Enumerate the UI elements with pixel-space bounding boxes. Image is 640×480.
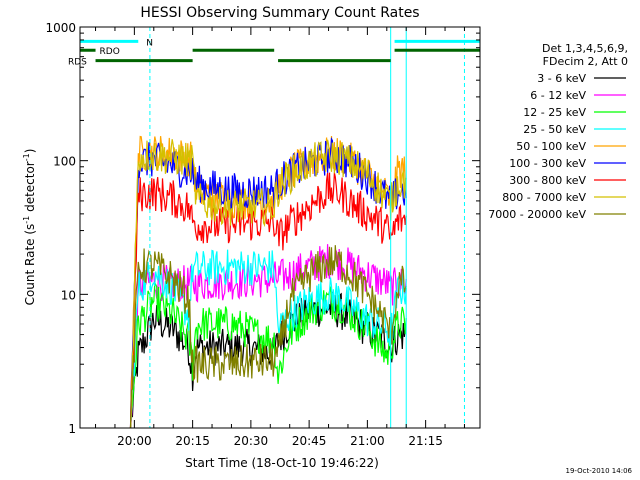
- y-axis-label-sup2: -1: [22, 153, 31, 161]
- series-line-8: [129, 139, 407, 428]
- y-tick-label-4: 1000: [45, 21, 76, 35]
- y-axis-label-sup1: -1: [22, 216, 31, 224]
- x-tick-label-6: 21:15: [408, 434, 443, 448]
- timestamp-stamp: 19-Oct-2010 14:06: [566, 467, 633, 475]
- y-axis: 1 10 100 1000: [45, 21, 480, 436]
- y-tick-label-3: 100: [53, 155, 76, 169]
- flag-label-rdo: RDO: [100, 47, 120, 57]
- series-line-7: [129, 172, 407, 428]
- legend-header-line-2: FDecim 2, Att 0: [543, 55, 628, 68]
- legend-label-4: 25 - 50 keV: [523, 123, 586, 136]
- legend-header-line-1: Det 1,3,4,5,6,9,: [542, 42, 628, 55]
- legend-label-9: 7000 - 20000 keV: [488, 208, 586, 221]
- x-tick-label-4: 20:45: [292, 434, 327, 448]
- y-axis-label-mid: detector: [23, 161, 37, 216]
- chart-title: HESSI Observing Summary Count Rates: [140, 5, 419, 21]
- legend: Det 1,3,4,5,6,9, FDecim 2, Att 0 3 - 6 k…: [488, 42, 628, 221]
- legend-label-8: 800 - 7000 keV: [502, 191, 586, 204]
- legend-label-3: 12 - 25 keV: [523, 106, 586, 119]
- y-axis-label-main: Count Rate (s: [23, 224, 37, 306]
- legend-label-1: 3 - 6 keV: [537, 72, 586, 85]
- series-line-3: [129, 280, 407, 428]
- x-tick-label-5: 21:00: [350, 434, 385, 448]
- flag-label-n: N: [146, 38, 153, 48]
- legend-label-6: 100 - 300 keV: [509, 157, 586, 170]
- legend-label-2: 6 - 12 keV: [530, 89, 586, 102]
- legend-label-5: 50 - 100 keV: [516, 140, 586, 153]
- flag-label-rds: RDS: [68, 58, 87, 68]
- y-tick-label-1: 1: [68, 422, 76, 436]
- x-tick-label-3: 20:30: [234, 434, 269, 448]
- plot-frame: [79, 26, 481, 429]
- series-curves: [129, 135, 407, 428]
- instrument-flags: N RDO RDS: [68, 38, 480, 68]
- y-axis-label-end: ): [23, 149, 37, 154]
- series-line-9: [129, 245, 407, 428]
- x-axis: 20:00 20:15 20:30 20:45 21:00 21:15: [95, 27, 465, 448]
- x-tick-label-1: 20:00: [117, 434, 152, 448]
- x-axis-label: Start Time (18-Oct-10 19:46:22): [185, 456, 379, 470]
- x-tick-label-2: 20:15: [175, 434, 210, 448]
- y-axis-label: Count Rate (s-1 detector-1): [22, 149, 37, 306]
- y-tick-label-2: 10: [61, 288, 76, 302]
- legend-label-7: 300 - 800 keV: [509, 174, 586, 187]
